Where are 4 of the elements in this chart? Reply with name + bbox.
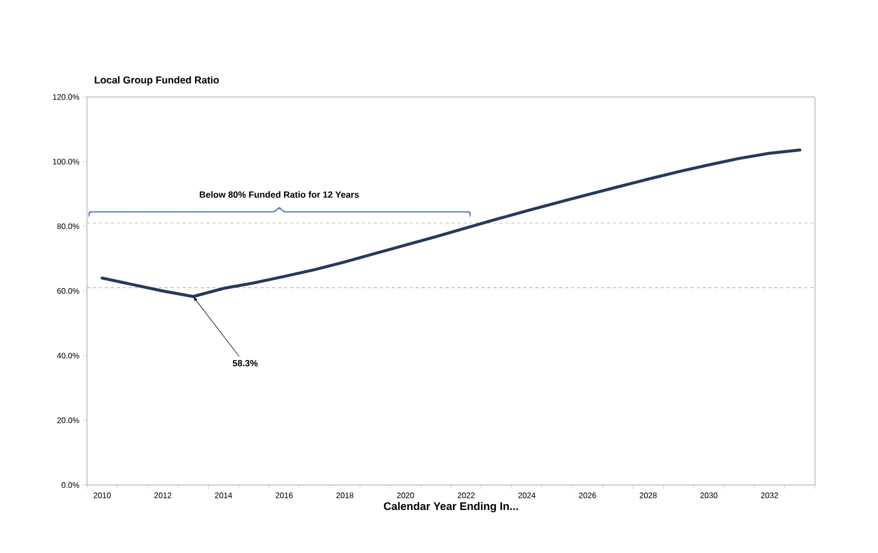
annotation: 58.3% <box>232 360 258 366</box>
x-axis-title: Calendar Year Ending In... <box>384 502 518 512</box>
chart-title: Local Group Funded Ratio <box>94 76 219 86</box>
annotation: Below 80% Funded Ratio for 12 Years <box>200 191 359 198</box>
